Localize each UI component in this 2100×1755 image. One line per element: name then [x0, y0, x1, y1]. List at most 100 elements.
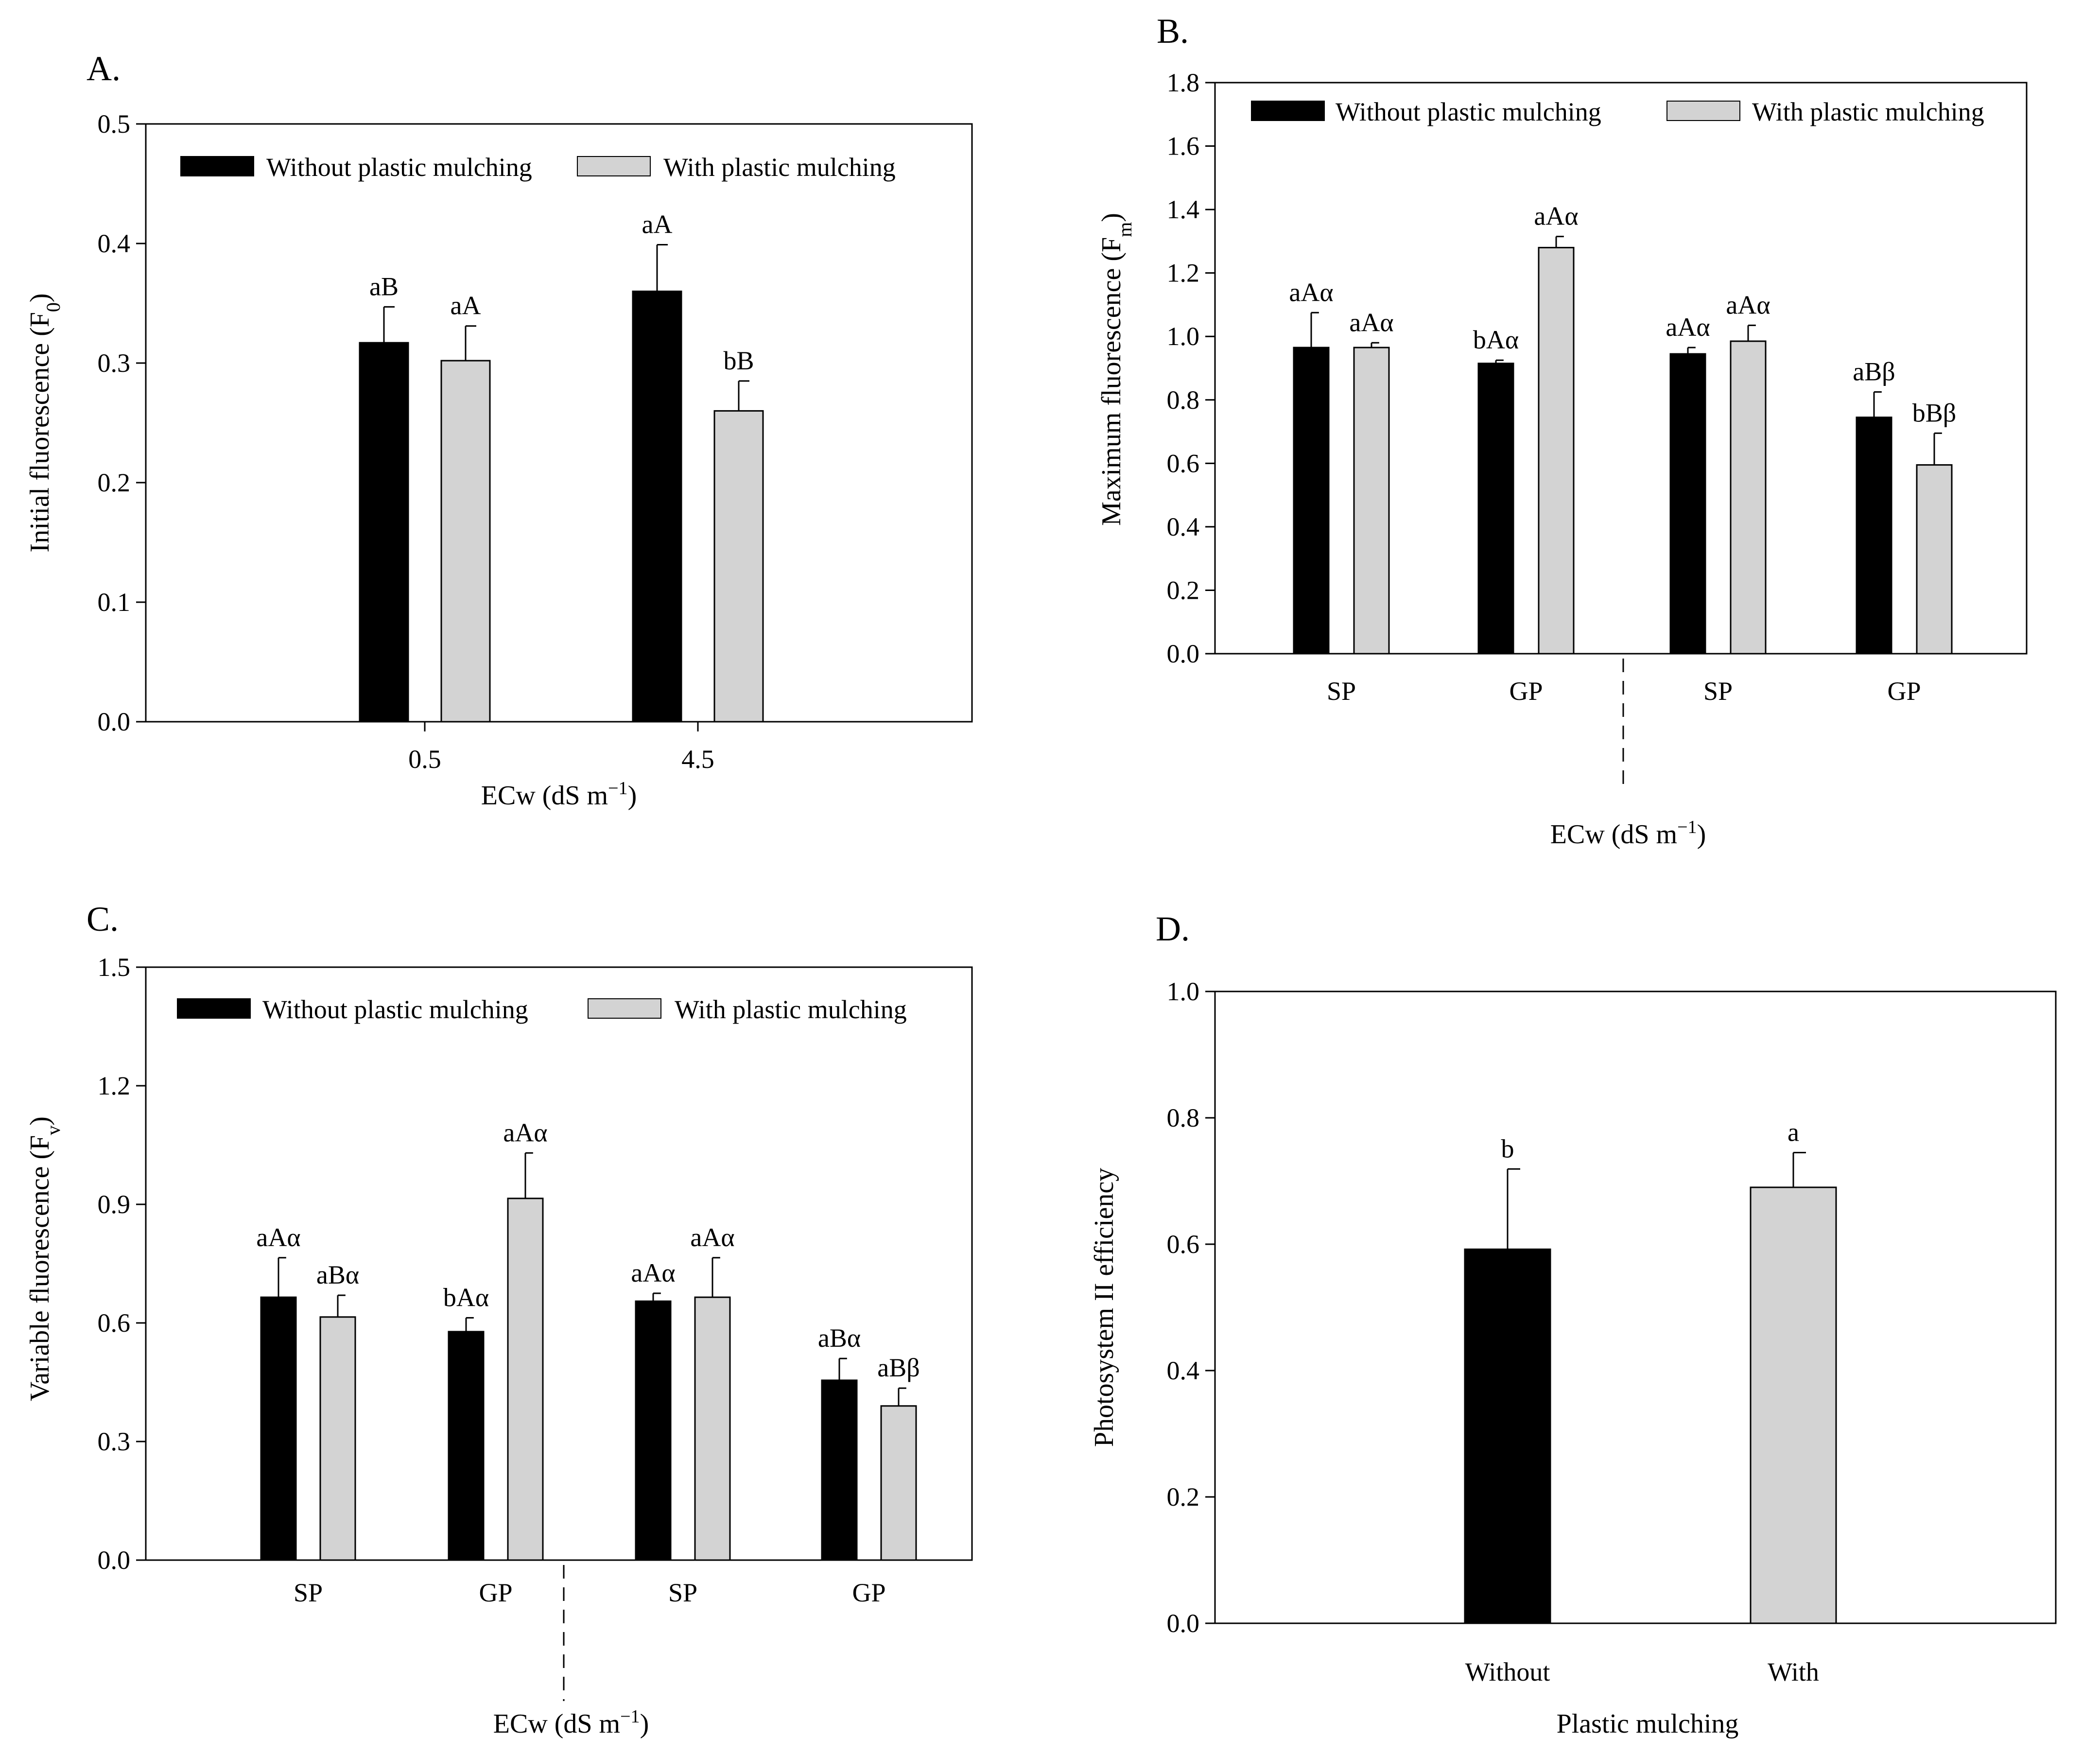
- significance-label: aAα: [1289, 278, 1333, 307]
- legend-swatch-without-c: [177, 998, 251, 1019]
- bar: [1353, 347, 1390, 655]
- y-tick-label: 0.6: [1167, 449, 1200, 478]
- x-tick-label: SP: [294, 1578, 323, 1607]
- x-tick-label: 0.5: [408, 745, 441, 774]
- legend-swatch-with-a: [577, 156, 651, 176]
- x-tick-label: GP: [1887, 677, 1921, 706]
- significance-label: bAα: [443, 1283, 489, 1312]
- y-tick-label: 1.6: [1167, 132, 1200, 161]
- bar: [260, 1296, 297, 1561]
- y-tick-label: 0.2: [1167, 575, 1200, 605]
- y-tick-label: 1.0: [1167, 322, 1200, 351]
- legend-label-without-b: Without plastic mulching: [1336, 97, 1601, 126]
- significance-label: a: [1788, 1118, 1799, 1147]
- x-tick-label: With: [1768, 1657, 1819, 1686]
- y-tick-label: 0.6: [98, 1308, 131, 1338]
- x-axis-label-b: ECw (dS m−1): [1550, 817, 1706, 850]
- bar: [694, 1296, 731, 1561]
- y-axis-label-c: Variable fluorescence (Fv): [25, 1116, 64, 1401]
- y-ticks-d: 0.0 0.2 0.4 0.6 0.8 1.0 Without With: [1167, 977, 1819, 1686]
- y-tick-label: 0.0: [98, 707, 131, 736]
- x-tick-label: GP: [479, 1578, 512, 1607]
- significance-label: aAα: [1726, 290, 1770, 319]
- significance-label: aA: [451, 291, 481, 320]
- y-tick-label: 0.0: [1167, 639, 1200, 668]
- y-tick-label: 1.8: [1167, 68, 1200, 97]
- bars-a: aB aA aA bB: [359, 209, 764, 723]
- legend-swatch-with-b: [1666, 101, 1740, 121]
- y-tick-label: 0.8: [1167, 385, 1200, 415]
- legend-label-without-c: Without plastic mulching: [262, 995, 528, 1024]
- y-tick-label: 1.4: [1167, 195, 1200, 224]
- x-tick-label: SP: [668, 1578, 697, 1607]
- bar: [821, 1379, 858, 1561]
- y-axis-label-d: Photosystem II efficiency: [1089, 1168, 1119, 1447]
- bar: [632, 290, 682, 723]
- bar: [448, 1331, 485, 1561]
- legend-label-with-c: With plastic mulching: [675, 995, 907, 1024]
- y-tick-label: 0.4: [1167, 512, 1200, 541]
- plot-frame-a: [145, 123, 973, 723]
- significance-label: aBα: [316, 1260, 359, 1289]
- significance-label: bBβ: [1912, 398, 1957, 427]
- bar: [1856, 417, 1892, 655]
- x-tick-label: GP: [1509, 677, 1543, 706]
- plot-frame-b: [1214, 82, 2028, 655]
- significance-label: aAα: [631, 1258, 675, 1287]
- legend-a: Without plastic mulching With plastic mu…: [180, 153, 896, 182]
- significance-label: aAα: [1349, 308, 1393, 337]
- y-tick-label: 1.2: [1167, 259, 1200, 288]
- y-axis-label-b: Maximum fluorescence (Fm): [1096, 213, 1136, 526]
- y-tick-label: 0.9: [98, 1190, 131, 1219]
- panel-label-c: C.: [87, 900, 119, 938]
- y-tick-label: 0.5: [98, 109, 131, 139]
- bar: [440, 360, 491, 723]
- x-tick-label: Without: [1465, 1657, 1550, 1686]
- panel-a: A. 0.0 0.1 0.2 0.3 0.4 0.5 0.5 4.5 aB aA aA bB Wit…: [25, 49, 973, 811]
- x-tick-label: GP: [852, 1578, 885, 1607]
- y-tick-label: 0.2: [98, 468, 131, 497]
- legend-swatch-with-c: [588, 998, 661, 1019]
- significance-label: aBβ: [877, 1353, 920, 1382]
- significance-label: aAα: [503, 1118, 547, 1147]
- significance-label: aBβ: [1853, 357, 1895, 386]
- bar: [880, 1405, 917, 1561]
- plot-frame-d: [1214, 990, 2057, 1624]
- panel-c: C. 0.00.30.60.91.21.5SP GP SP GP aAαaBαbAαa…: [25, 900, 973, 1739]
- legend-label-with-a: With plastic mulching: [663, 153, 896, 182]
- x-axis-label-d: Plastic mulching: [1557, 1709, 1739, 1739]
- x-axis-label-c: ECw (dS m−1): [493, 1706, 649, 1739]
- y-tick-label: 0.4: [1167, 1356, 1200, 1385]
- legend-swatch-without-a: [180, 156, 254, 176]
- y-tick-label: 0.6: [1167, 1230, 1200, 1259]
- significance-label: aA: [642, 209, 673, 239]
- y-ticks-c: 0.0 0.3 0.6 0.9 1.2 1.5 SP GP SP GP: [98, 953, 886, 1607]
- bar: [359, 342, 409, 723]
- significance-label: aAα: [256, 1223, 300, 1252]
- significance-label: aAα: [690, 1223, 734, 1252]
- panel-b: B. 0.0 0.2 0.4 0.6 0.8 1.0 1.2 1.4 1.6 1.8 SP GP SP G…: [1096, 12, 2028, 850]
- y-tick-label: 1.0: [1167, 977, 1200, 1006]
- y-tick-label: 0.3: [98, 1427, 131, 1456]
- legend-label-without-a: Without plastic mulching: [266, 153, 532, 182]
- bar: [319, 1316, 356, 1561]
- y-tick-label: 0.8: [1167, 1103, 1200, 1132]
- y-tick-label: 0.0: [1167, 1609, 1200, 1638]
- y-ticks-a: 0.0 0.1 0.2 0.3 0.4 0.5 0.5 4.5: [98, 109, 714, 774]
- x-tick-label: SP: [1703, 677, 1733, 706]
- bar: [1916, 464, 1953, 655]
- y-tick-label: 1.2: [98, 1071, 131, 1100]
- y-tick-label: 0.0: [98, 1546, 131, 1575]
- y-tick-label: 0.2: [1167, 1482, 1200, 1512]
- significance-label: aB: [369, 272, 399, 301]
- bars-d: ba: [1464, 1118, 1837, 1624]
- significance-label: bB: [723, 346, 754, 375]
- x-axis-label-a: ECw (dS m−1): [481, 778, 637, 811]
- bar: [1293, 347, 1330, 655]
- y-tick-label: 1.5: [98, 953, 131, 982]
- significance-label: bAα: [1473, 325, 1519, 354]
